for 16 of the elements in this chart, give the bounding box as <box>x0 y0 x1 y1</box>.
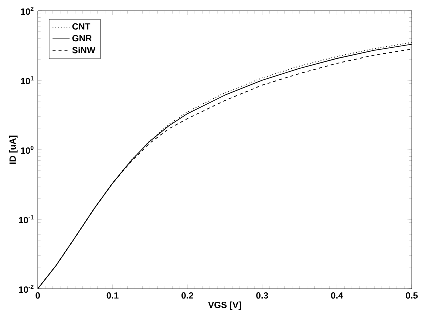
x-tick-label: 0.3 <box>256 292 268 299</box>
legend-label: CNT <box>72 24 91 30</box>
y-tick-label: 10$^{2}$ <box>21 6 34 16</box>
x-tick-label: 0.1 <box>106 292 119 299</box>
y-tick-label: 10$^{0}$ <box>21 146 34 154</box>
legend-label: GNR <box>72 35 92 42</box>
legend-label: SiNW <box>72 47 96 54</box>
x-tick-label: 0.4 <box>331 292 344 299</box>
y-tick-label: 10$^{-2}$ <box>19 284 34 294</box>
x-tick-label: 0.2 <box>182 292 194 299</box>
y-tick-label: 10$^{-1}$ <box>19 216 34 224</box>
y-tick-label: 10$^{1}$ <box>21 76 34 85</box>
x-axis-title: VGS [V] <box>208 302 242 310</box>
x-tick-label: 0.5 <box>406 292 418 299</box>
x-tick-label: 0 <box>36 292 40 299</box>
y-axis-title: ID [uA] <box>9 136 18 164</box>
